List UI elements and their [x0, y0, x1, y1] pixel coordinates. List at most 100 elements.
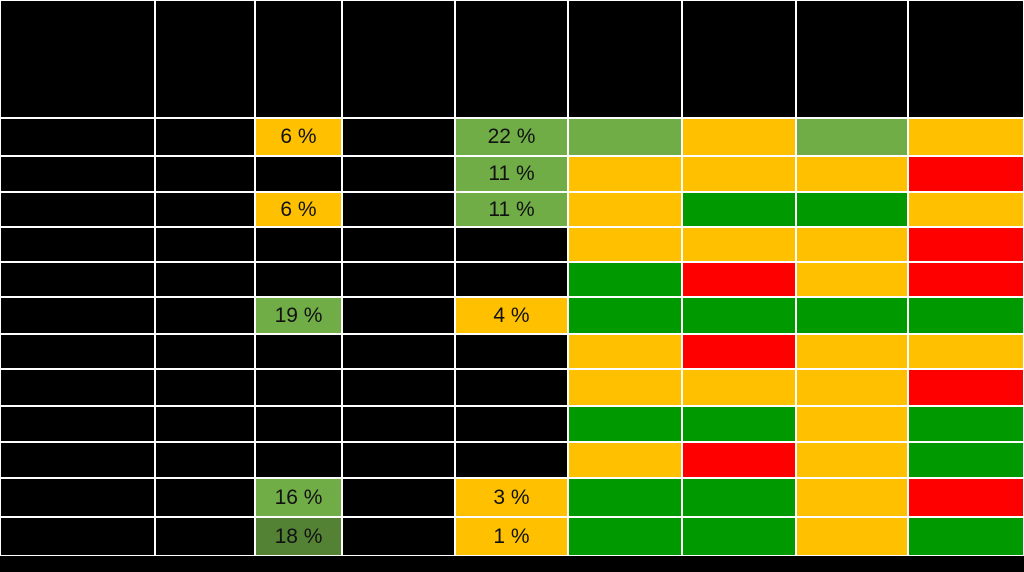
- table-cell: [455, 227, 568, 262]
- table-cell: [568, 192, 682, 227]
- table-cell: [0, 406, 155, 442]
- table-cell: 11 %: [455, 192, 568, 227]
- table-cell: [155, 334, 255, 369]
- table-cell: [255, 334, 342, 369]
- table-cell: [455, 406, 568, 442]
- table-row: [0, 334, 1024, 369]
- table-cell: [796, 192, 908, 227]
- table-cell: [342, 192, 455, 227]
- table-cell: [568, 227, 682, 262]
- table-cell: [796, 478, 908, 517]
- table-cell: [255, 442, 342, 478]
- table-cell: [0, 227, 155, 262]
- table-cell: [568, 406, 682, 442]
- table-cell: 4 %: [455, 297, 568, 334]
- table-cell: [342, 297, 455, 334]
- table-cell: [155, 517, 255, 556]
- table-cell: [908, 369, 1024, 406]
- table-cell: [255, 369, 342, 406]
- table-cell: [796, 297, 908, 334]
- table-cell: [342, 156, 455, 192]
- table-row: [0, 442, 1024, 478]
- table-cell: [682, 118, 796, 156]
- table-cell: [342, 118, 455, 156]
- header-row: [0, 0, 1024, 118]
- header-cell: [455, 0, 568, 118]
- table-cell: [568, 297, 682, 334]
- table-cell: [796, 156, 908, 192]
- header-cell: [155, 0, 255, 118]
- table-cell: [796, 369, 908, 406]
- table-cell: [908, 227, 1024, 262]
- table-cell: [908, 478, 1024, 517]
- table-cell: [682, 297, 796, 334]
- table-cell: [568, 118, 682, 156]
- table-cell: [0, 156, 155, 192]
- table-cell: [682, 227, 796, 262]
- table-cell: [568, 334, 682, 369]
- table-row: [0, 262, 1024, 297]
- table-row: 16 % 3 %: [0, 478, 1024, 517]
- bottom-border: [0, 556, 1024, 572]
- table-cell: [155, 369, 255, 406]
- table-cell: [796, 262, 908, 297]
- table-cell: [682, 156, 796, 192]
- table-cell: [155, 297, 255, 334]
- table-cell: [455, 369, 568, 406]
- table-cell: [796, 227, 908, 262]
- header-cell: [255, 0, 342, 118]
- table-cell: [908, 334, 1024, 369]
- table-cell: [682, 334, 796, 369]
- table-cell: [155, 262, 255, 297]
- table-cell: 6 %: [255, 118, 342, 156]
- table-cell: [342, 334, 455, 369]
- table-row: 19 % 4 %: [0, 297, 1024, 334]
- table-cell: [568, 156, 682, 192]
- table-row: 11 %: [0, 156, 1024, 192]
- table-cell: [0, 478, 155, 517]
- table-cell: [568, 517, 682, 556]
- table-cell: [568, 478, 682, 517]
- table-row: [0, 369, 1024, 406]
- table-cell: 19 %: [255, 297, 342, 334]
- table-cell: [342, 227, 455, 262]
- table-cell: [255, 156, 342, 192]
- table-cell: [796, 118, 908, 156]
- table-cell: [908, 262, 1024, 297]
- table-cell: [0, 517, 155, 556]
- table-cell: [682, 478, 796, 517]
- table-cell: 18 %: [255, 517, 342, 556]
- table-row: [0, 227, 1024, 262]
- table-cell: [155, 442, 255, 478]
- table-cell: [682, 192, 796, 227]
- table-cell: [568, 262, 682, 297]
- table-cell: [908, 442, 1024, 478]
- table-cell: [796, 442, 908, 478]
- table-cell: [682, 262, 796, 297]
- table-cell: [455, 442, 568, 478]
- table-cell: [796, 334, 908, 369]
- table-cell: [0, 118, 155, 156]
- table-cell: [342, 262, 455, 297]
- table-cell: [155, 192, 255, 227]
- table-cell: [908, 297, 1024, 334]
- table-cell: [568, 442, 682, 478]
- table-row: 18 % 1 %: [0, 517, 1024, 556]
- table-cell: [255, 227, 342, 262]
- table-cell: [0, 442, 155, 478]
- table-cell: 1 %: [455, 517, 568, 556]
- table-cell: [0, 262, 155, 297]
- table-cell: [342, 442, 455, 478]
- table-cell: 11 %: [455, 156, 568, 192]
- table-cell: [796, 517, 908, 556]
- table-cell: [568, 369, 682, 406]
- table-cell: [908, 156, 1024, 192]
- table-row: 6 % 11 %: [0, 192, 1024, 227]
- table-cell: [682, 369, 796, 406]
- table-cell: [255, 406, 342, 442]
- table-cell: [0, 369, 155, 406]
- header-cell: [568, 0, 682, 118]
- table-cell: [682, 517, 796, 556]
- table-cell: [908, 118, 1024, 156]
